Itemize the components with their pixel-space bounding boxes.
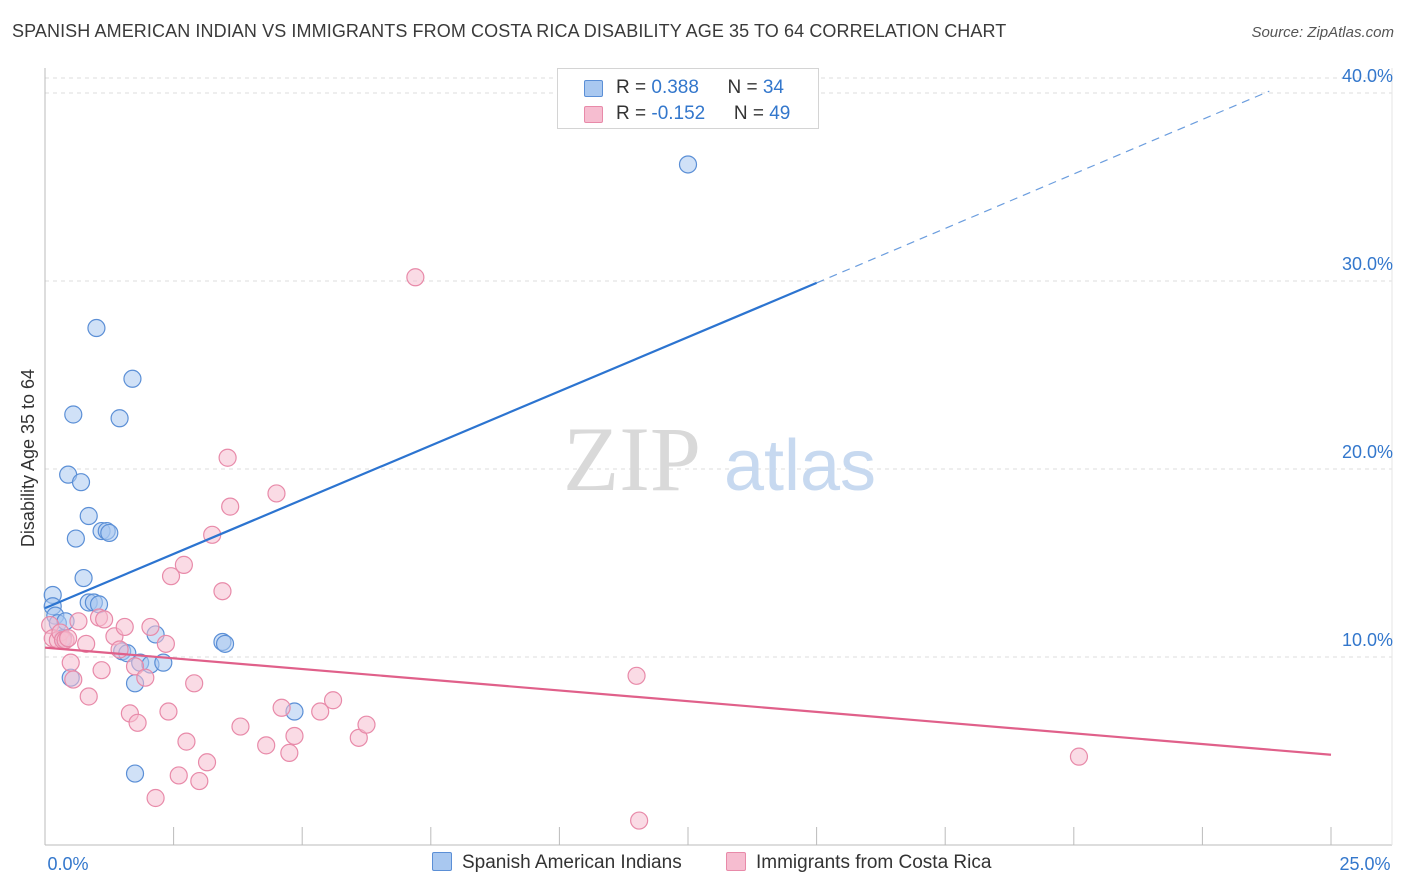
data-point bbox=[285, 726, 304, 746]
watermark-zip: ZIP bbox=[563, 408, 701, 510]
bottom-legend-swatch-blue bbox=[432, 852, 452, 871]
bottom-legend-label-pink: Immigrants from Costa Rica bbox=[756, 852, 992, 873]
data-point bbox=[678, 155, 698, 174]
watermark: ZIP atlas bbox=[563, 408, 876, 510]
data-point bbox=[630, 811, 649, 830]
data-point bbox=[323, 691, 343, 710]
data-point bbox=[125, 657, 145, 676]
trend-lines bbox=[44, 90, 1332, 756]
bottom-legend-pink: Immigrants from Costa Rica bbox=[726, 852, 991, 874]
legend-swatch-pink bbox=[584, 106, 603, 123]
data-point bbox=[115, 617, 134, 637]
data-point bbox=[627, 666, 646, 685]
data-point bbox=[125, 764, 145, 783]
data-point bbox=[213, 582, 232, 601]
bottom-legend-blue: Spanish American Indians bbox=[432, 852, 682, 874]
data-point bbox=[156, 634, 175, 653]
x-tick-label-max: 25.0% bbox=[1339, 854, 1390, 874]
data-point bbox=[100, 523, 119, 543]
grid-lines bbox=[45, 77, 1392, 658]
data-point bbox=[79, 687, 98, 706]
data-point bbox=[61, 653, 80, 672]
x-tick-label-min: 0.0% bbox=[47, 854, 88, 874]
watermark-atlas: atlas bbox=[724, 426, 876, 506]
data-point bbox=[1069, 747, 1089, 766]
source-label: Source: ZipAtlas.com bbox=[1251, 24, 1394, 41]
data-point bbox=[128, 713, 147, 732]
legend-r-label-pink: R = bbox=[616, 103, 652, 124]
bottom-legend-swatch-pink bbox=[726, 852, 746, 871]
data-point bbox=[59, 629, 78, 648]
y-axis-label: Disability Age 35 to 64 bbox=[18, 369, 38, 547]
data-point bbox=[95, 610, 114, 629]
y-tick-label: 20.0% bbox=[1342, 442, 1393, 462]
data-point bbox=[221, 497, 240, 516]
axes bbox=[44, 68, 1393, 846]
data-point bbox=[69, 612, 88, 631]
data-point bbox=[71, 473, 91, 492]
data-point bbox=[177, 732, 196, 751]
data-point bbox=[77, 634, 96, 653]
legend-swatch-blue bbox=[584, 80, 603, 97]
chart-title: SPANISH AMERICAN INDIAN VS IMMIGRANTS FR… bbox=[12, 21, 1007, 41]
data-point bbox=[64, 670, 83, 689]
data-point bbox=[146, 788, 165, 808]
data-point bbox=[357, 715, 376, 734]
data-point bbox=[280, 743, 299, 762]
data-point bbox=[141, 617, 160, 637]
data-point bbox=[215, 634, 235, 653]
y-tick-labels: 10.0% 20.0% 30.0% 40.0% bbox=[1342, 66, 1393, 650]
legend-r-value-blue: 0.388 bbox=[651, 77, 699, 98]
data-point bbox=[123, 369, 142, 388]
data-point bbox=[87, 318, 106, 338]
data-point bbox=[406, 268, 425, 287]
legend-r-label-blue: R = bbox=[616, 77, 652, 98]
trend-line-blue bbox=[44, 281, 818, 610]
y-tick-label: 40.0% bbox=[1342, 66, 1393, 86]
correlation-legend: R = 0.388 N = 34 R = -0.152 N = 49 bbox=[557, 68, 819, 129]
y-tick-label: 30.0% bbox=[1342, 254, 1393, 274]
trend-line-pink bbox=[44, 646, 1332, 756]
data-point bbox=[64, 405, 83, 424]
data-point bbox=[92, 661, 111, 680]
data-point bbox=[185, 674, 204, 693]
data-point bbox=[136, 668, 155, 687]
data-point bbox=[159, 702, 178, 721]
data-point bbox=[218, 448, 237, 467]
data-point bbox=[74, 568, 93, 588]
data-point bbox=[267, 484, 286, 503]
legend-n-value-blue: 34 bbox=[762, 77, 784, 98]
data-point bbox=[110, 409, 129, 428]
legend-n-value-pink: 49 bbox=[769, 103, 791, 124]
data-point bbox=[197, 753, 217, 772]
data-point bbox=[257, 736, 276, 755]
legend-n-label-blue: N = bbox=[727, 77, 763, 98]
series-immigrants-from-costa-rica bbox=[41, 268, 1089, 830]
data-point bbox=[272, 698, 291, 717]
data-point bbox=[110, 640, 129, 659]
data-point bbox=[311, 702, 330, 721]
legend-n-label-pink: N = bbox=[733, 103, 770, 124]
data-point bbox=[190, 771, 209, 791]
y-tick-label: 10.0% bbox=[1342, 630, 1393, 650]
trend-line-blue-extension bbox=[816, 90, 1270, 284]
data-point bbox=[79, 506, 98, 526]
data-point bbox=[231, 717, 250, 736]
data-point bbox=[169, 766, 188, 785]
data-point bbox=[66, 529, 85, 548]
data-point bbox=[174, 555, 193, 574]
data-point bbox=[161, 567, 181, 586]
bottom-legend-label-blue: Spanish American Indians bbox=[462, 852, 682, 873]
legend-r-value-pink: -0.152 bbox=[651, 103, 706, 124]
